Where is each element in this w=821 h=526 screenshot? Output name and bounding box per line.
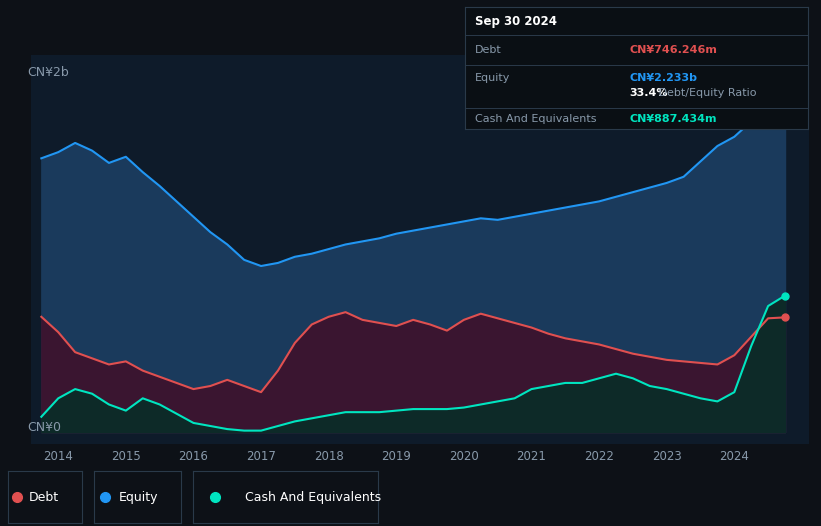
Text: CN¥887.434m: CN¥887.434m	[630, 114, 717, 124]
Text: Cash And Equivalents: Cash And Equivalents	[245, 491, 381, 503]
Text: Debt: Debt	[475, 45, 502, 55]
Text: Cash And Equivalents: Cash And Equivalents	[475, 114, 597, 124]
Text: CN¥0: CN¥0	[27, 421, 61, 434]
Text: Equity: Equity	[118, 491, 158, 503]
Text: 33.4%: 33.4%	[630, 88, 668, 98]
Text: CN¥2.233b: CN¥2.233b	[630, 73, 697, 83]
Text: Debt: Debt	[29, 491, 59, 503]
Text: Sep 30 2024: Sep 30 2024	[475, 15, 557, 28]
Text: CN¥2b: CN¥2b	[27, 66, 69, 79]
Text: Debt/Equity Ratio: Debt/Equity Ratio	[655, 88, 757, 98]
Text: Equity: Equity	[475, 73, 511, 83]
Text: CN¥746.246m: CN¥746.246m	[630, 45, 718, 55]
